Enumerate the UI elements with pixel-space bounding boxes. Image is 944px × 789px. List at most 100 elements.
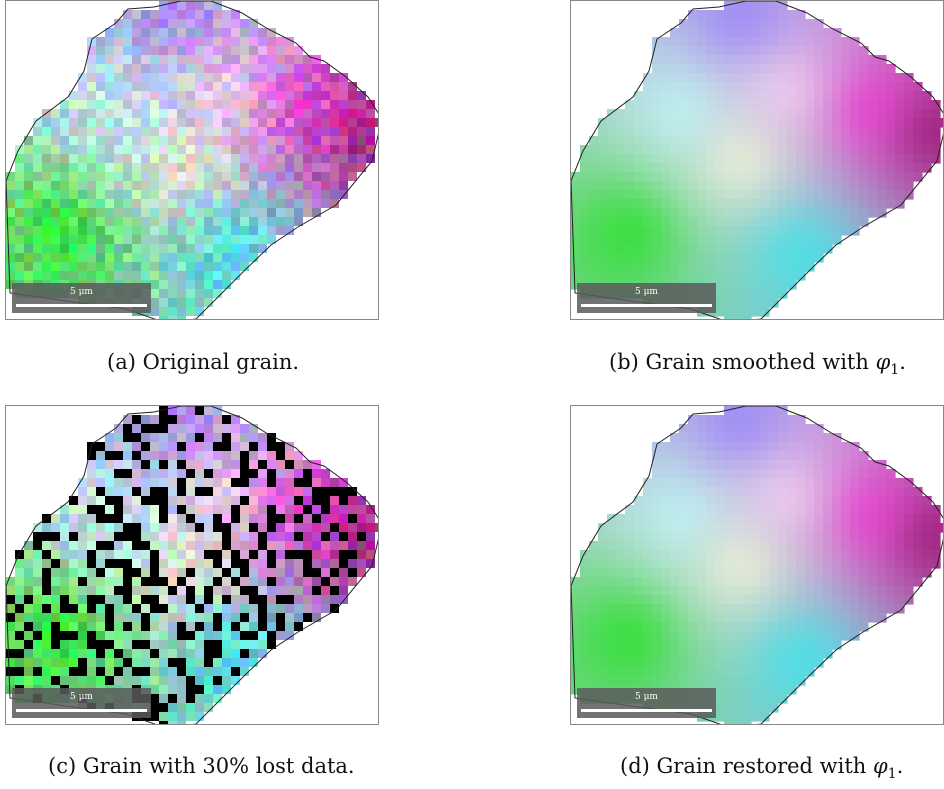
grain-pixel	[823, 568, 833, 578]
grain-pixel	[733, 37, 743, 47]
grain-pixel	[607, 622, 617, 632]
grain-pixel	[706, 82, 716, 92]
grain-pixel	[33, 217, 42, 226]
grain-pixel	[294, 82, 303, 91]
grain-pixel	[24, 199, 33, 208]
grain-pixel	[733, 712, 743, 722]
grain-pixel	[904, 100, 914, 110]
grain-pixel	[877, 487, 887, 497]
grain-pixel	[688, 415, 698, 425]
grain-pixel	[805, 208, 815, 218]
grain-pixel	[51, 244, 60, 253]
grain-pixel	[652, 154, 662, 164]
grain-pixel	[886, 172, 896, 182]
grain-pixel	[895, 541, 905, 551]
grain-pixel	[652, 136, 662, 146]
grain-pixel	[670, 253, 680, 263]
grain-pixel	[159, 712, 168, 721]
grain-pixel	[913, 541, 923, 551]
grain-pixel	[285, 496, 294, 505]
grain-pixel	[177, 721, 186, 724]
grain-pixel	[267, 595, 276, 604]
grain-pixel	[33, 262, 42, 271]
grain-pixel	[78, 496, 87, 505]
grain-pixel	[787, 100, 797, 110]
grain-pixel	[733, 703, 743, 713]
grain-pixel	[679, 505, 689, 515]
grain-pixel	[571, 667, 581, 677]
grain-pixel	[276, 469, 285, 478]
grain-pixel	[69, 595, 78, 604]
grain-pixel	[159, 721, 168, 724]
grain-pixel	[132, 451, 141, 460]
grain-pixel	[841, 46, 851, 56]
grain-pixel	[132, 262, 141, 271]
grain-pixel	[159, 154, 168, 163]
grain-pixel	[706, 532, 716, 542]
grain-pixel	[231, 55, 240, 64]
grain-pixel	[634, 109, 644, 119]
grain-pixel	[706, 163, 716, 173]
grain-pixel	[132, 532, 141, 541]
grain-pixel	[267, 577, 276, 586]
grain-pixel	[886, 64, 896, 74]
grain-pixel	[706, 478, 716, 488]
grain-pixel	[123, 100, 132, 109]
grain-pixel	[150, 298, 159, 307]
grain-pixel	[96, 667, 105, 676]
grain-pixel	[6, 253, 15, 262]
grain-pixel	[186, 217, 195, 226]
grain-pixel	[859, 217, 869, 227]
grain-pixel	[670, 100, 680, 110]
grain-pixel	[688, 658, 698, 668]
grain-pixel	[814, 649, 824, 659]
grain-pixel	[643, 604, 653, 614]
grain-pixel	[715, 613, 725, 623]
grain-pixel	[195, 604, 204, 613]
grain-pixel	[177, 613, 186, 622]
grain-pixel	[231, 568, 240, 577]
grain-pixel	[688, 19, 698, 29]
grain-pixel	[24, 145, 33, 154]
grain-pixel	[868, 82, 878, 92]
grain-pixel	[123, 622, 132, 631]
grain-pixel	[697, 127, 707, 137]
grain-pixel	[87, 559, 96, 568]
grain-pixel	[213, 64, 222, 73]
grain-pixel	[625, 613, 635, 623]
grain-pixel	[814, 622, 824, 632]
grain-pixel	[348, 172, 357, 181]
grain-pixel	[769, 541, 779, 551]
grain-pixel	[285, 37, 294, 46]
grain-pixel	[913, 154, 923, 164]
grain-pixel	[294, 118, 303, 127]
grain-pixel	[652, 127, 662, 137]
grain-pixel	[348, 505, 357, 514]
grain-pixel	[87, 478, 96, 487]
grain-pixel	[796, 262, 806, 272]
grain-pixel	[625, 514, 635, 524]
grain-pixel	[231, 658, 240, 667]
grain-pixel	[204, 199, 213, 208]
grain-pixel	[922, 145, 932, 155]
grain-pixel	[267, 172, 276, 181]
grain-pixel	[186, 523, 195, 532]
grain-pixel	[715, 478, 725, 488]
grain-pixel	[688, 541, 698, 551]
grain-pixel	[87, 469, 96, 478]
grain-pixel	[805, 37, 815, 47]
grain-pixel	[132, 208, 141, 217]
grain-pixel	[159, 649, 168, 658]
grain-pixel	[114, 550, 123, 559]
grain-pixel	[760, 118, 770, 128]
grain-pixel	[751, 406, 761, 416]
grain-pixel	[751, 586, 761, 596]
grain-pixel	[715, 19, 725, 29]
grain-pixel	[805, 586, 815, 596]
grain-pixel	[195, 640, 204, 649]
grain-pixel	[778, 172, 788, 182]
grain-pixel	[742, 163, 752, 173]
grain-pixel	[258, 28, 267, 37]
grain-pixel	[42, 559, 51, 568]
grain-pixel	[589, 226, 599, 236]
